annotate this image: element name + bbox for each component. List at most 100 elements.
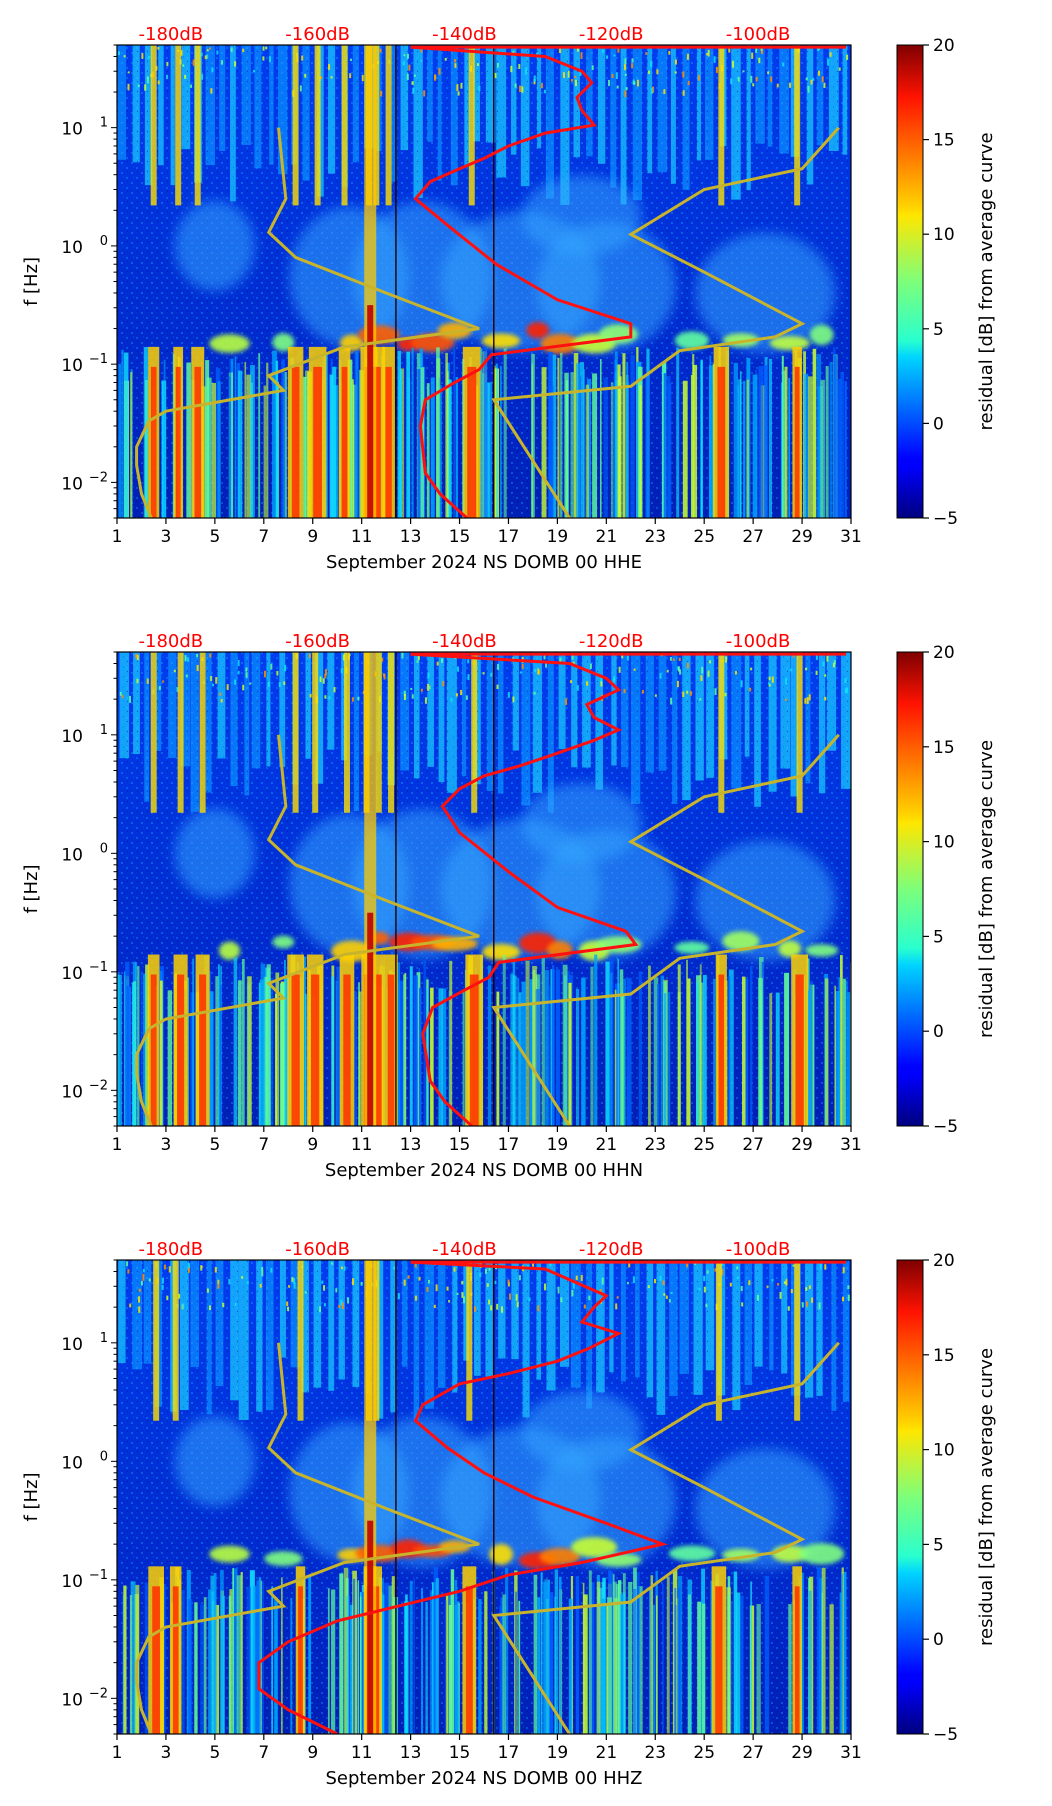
noise-speck xyxy=(208,1305,211,1310)
low-frequency-column xyxy=(237,370,243,518)
noise-speck xyxy=(600,676,603,684)
noise-speck xyxy=(402,61,405,66)
noise-speck xyxy=(740,1285,743,1292)
low-frequency-column xyxy=(565,380,569,518)
noise-speck xyxy=(494,72,497,79)
noise-speck xyxy=(397,1293,400,1300)
y-tick-base: 10 xyxy=(61,1335,83,1355)
x-tick-label: 1 xyxy=(112,1135,123,1155)
low-frequency-column xyxy=(188,1599,193,1734)
low-frequency-column xyxy=(652,1604,655,1734)
noise-speck xyxy=(521,664,524,669)
x-tick-label: 9 xyxy=(307,1135,318,1155)
low-frequency-column xyxy=(503,348,507,518)
noise-speck xyxy=(253,69,256,73)
high-noise-model-curve xyxy=(491,126,840,518)
hot-day-top xyxy=(297,1260,304,1421)
noise-speck xyxy=(216,50,219,55)
low-frequency-column xyxy=(454,1579,458,1734)
noise-speck xyxy=(379,48,382,53)
noise-speck xyxy=(575,1275,578,1280)
low-frequency-column xyxy=(489,381,492,518)
noise-speck xyxy=(308,653,311,659)
low-frequency-column xyxy=(258,1577,262,1734)
noise-speck xyxy=(496,1303,499,1310)
low-frequency-column xyxy=(645,375,650,518)
noise-speck xyxy=(304,73,307,78)
low-frequency-column xyxy=(559,1576,562,1734)
noise-speck xyxy=(420,49,423,53)
low-frequency-column xyxy=(821,1567,826,1734)
noise-speck xyxy=(589,663,592,669)
microseism-spot xyxy=(540,333,580,354)
low-frequency-column xyxy=(517,978,520,1126)
noise-speck xyxy=(724,692,727,697)
low-frequency-column xyxy=(829,362,833,518)
noise-speck xyxy=(190,84,193,88)
noise-speck xyxy=(457,91,460,96)
low-frequency-column xyxy=(304,993,307,1126)
noise-speck xyxy=(512,696,515,703)
noise-speck xyxy=(349,58,352,62)
low-frequency-column xyxy=(130,372,133,518)
hot-day-core xyxy=(373,1586,380,1734)
x-tick-label: 1 xyxy=(112,527,123,547)
noise-speck xyxy=(771,676,774,683)
low-frequency-column xyxy=(543,1581,548,1734)
noise-speck xyxy=(812,77,815,81)
x-axis-label: September 2024 NS DOMB 00 HHN xyxy=(325,1160,643,1181)
low-frequency-column xyxy=(840,955,843,1126)
y-tick-base: 10 xyxy=(61,474,83,494)
hot-day-top xyxy=(199,652,206,813)
low-frequency-column xyxy=(752,374,758,518)
low-frequency-column xyxy=(403,974,406,1126)
microseism-spot xyxy=(410,333,455,352)
noise-speck xyxy=(328,64,331,70)
low-frequency-column xyxy=(117,974,122,1126)
noise-speck xyxy=(519,85,522,93)
noise-speck xyxy=(663,1293,666,1296)
hot-day-core xyxy=(718,974,725,1126)
low-frequency-column xyxy=(675,1598,679,1734)
low-frequency-column xyxy=(547,1579,550,1734)
noise-speck xyxy=(760,47,763,51)
low-frequency-column xyxy=(331,1589,336,1734)
noise-speck xyxy=(601,1277,604,1285)
low-frequency-column xyxy=(775,992,780,1126)
noise-speck xyxy=(467,659,470,664)
x-tick-label: 19 xyxy=(547,1743,569,1763)
low-frequency-column xyxy=(275,360,279,518)
noise-speck xyxy=(291,1277,294,1282)
colorbar-label: residual [dB] from average curve xyxy=(976,132,997,430)
noise-speck xyxy=(321,1280,324,1284)
microseism-cloud xyxy=(521,175,642,256)
noise-speck xyxy=(200,53,203,57)
noise-speck xyxy=(201,74,204,80)
noise-speck xyxy=(663,89,666,95)
noise-speck xyxy=(261,1266,264,1271)
noise-speck xyxy=(406,53,409,59)
noise-speck xyxy=(210,675,213,682)
low-frequency-column xyxy=(210,1575,215,1734)
noise-speck xyxy=(670,1291,673,1295)
low-frequency-column xyxy=(700,359,703,518)
noise-speck xyxy=(628,1260,631,1268)
event-column-core xyxy=(367,912,374,1126)
noise-speck xyxy=(808,1285,811,1290)
low-frequency-column xyxy=(213,1573,217,1734)
low-frequency-column xyxy=(350,379,354,518)
low-frequency-column xyxy=(241,958,245,1126)
noise-speck xyxy=(625,87,628,91)
colorbar-tick-label: 0 xyxy=(933,1630,944,1650)
low-frequency-column xyxy=(327,1588,330,1734)
noise-speck xyxy=(624,90,627,97)
noise-speck xyxy=(699,698,702,701)
low-frequency-column xyxy=(244,362,247,518)
colorbar-gradient xyxy=(896,651,924,1127)
noise-speck xyxy=(212,683,215,687)
low-frequency-column xyxy=(610,972,613,1126)
low-frequency-column xyxy=(737,379,742,518)
low-frequency-column xyxy=(500,365,502,518)
low-frequency-column xyxy=(653,977,659,1126)
noise-speck xyxy=(650,87,653,95)
